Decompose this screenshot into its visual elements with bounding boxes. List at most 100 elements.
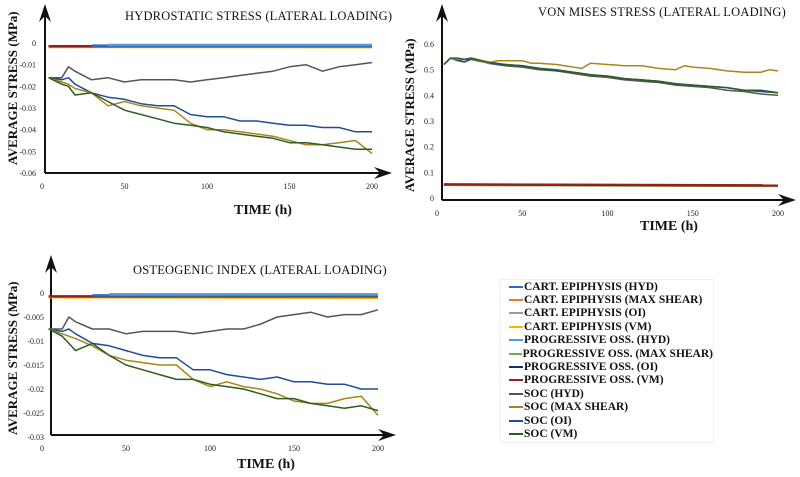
x-tick-label: 100: [204, 444, 216, 453]
series-line-soc-vm: [443, 57, 779, 94]
x-axis-arrow-icon: [778, 194, 796, 206]
y-tick-label: -0.01: [19, 61, 36, 70]
chart-hydrostatic: 0 50 100 150 200 0 -0.01 -0.02 -0.03 -0.04 -0.05 -0…: [19, 4, 392, 191]
legend-label: SOC (OI): [524, 414, 572, 427]
y-tick-label: 0: [430, 194, 434, 203]
legend-label: PROGRESSIVE OSS. (OI): [524, 361, 658, 374]
y-axis-arrow-icon: [39, 4, 51, 22]
y-tick-label: -0.03: [19, 104, 36, 113]
legend-item: SOC (HYD): [509, 387, 713, 400]
y-tick-label: -0.06: [19, 169, 36, 178]
legend-label: PROGRESSIVE OSS. (HYD): [524, 334, 671, 347]
legend-item: SOC (OI): [509, 414, 713, 427]
x-tick-label: 200: [372, 444, 384, 453]
legend-label: SOC (HYD): [524, 387, 584, 400]
chart-title-von-mises: VON MISES STRESS (LATERAL LOADING): [538, 5, 787, 19]
series-line-soc-max-shear: [48, 76, 373, 155]
legend-label: CART. EPIPHYSIS (OI): [524, 307, 646, 320]
x-tick-label: 0: [40, 182, 44, 191]
legend-swatch: [509, 339, 523, 342]
legend-label: SOC (VM): [524, 427, 578, 440]
legend-item: SOC (VM): [509, 427, 713, 440]
y-tick-label: 0.2: [424, 143, 434, 152]
x-axis-arrow-icon: [378, 429, 396, 441]
series-line-soc-hyd: [443, 57, 779, 97]
legend-swatch: [509, 419, 523, 422]
y-axis-arrow-icon: [45, 255, 57, 273]
legend-swatch: [509, 352, 522, 355]
x-tick-label: 0: [435, 209, 439, 218]
y-tick-label: -0.02: [19, 82, 36, 91]
chart-title-hydrostatic: HYDROSTATIC STRESS (LATERAL LOADING): [125, 9, 393, 23]
series-line-soc-max-shear: [48, 328, 379, 416]
x-tick-label: 100: [602, 209, 614, 218]
y-axis-label-von-mises: AVERAGE STRESS (MPa): [402, 38, 417, 192]
legend-swatch: [509, 406, 523, 409]
series-line-soc-oi: [48, 76, 372, 133]
x-tick-label: 150: [284, 182, 296, 191]
legend-label: SOC (MAX SHEAR): [524, 401, 629, 414]
series-line-soc-hyd: [48, 61, 373, 83]
y-tick-label: -0.04: [19, 126, 36, 135]
legend-item: SOC (MAX SHEAR): [509, 401, 713, 414]
y-tick-label: -0.02: [27, 385, 44, 394]
legend-swatch: [509, 366, 523, 369]
chart-osteogenic: 0 50 100 150 200 0 -0.005 -0.01 -0.015 -0.02 -0.02…: [23, 255, 396, 453]
legend-label: CART. EPIPHYSIS (HYD): [524, 280, 658, 293]
x-tick-label: 100: [201, 182, 213, 191]
legend-item: PROGRESSIVE OSS. (MAX SHEAR): [509, 347, 713, 360]
x-tick-label: 200: [366, 182, 378, 191]
y-axis-label-hydrostatic: AVERAGE STRESS (MPa): [5, 11, 20, 165]
legend-swatch: [509, 325, 523, 328]
y-tick-label: 0: [32, 39, 36, 48]
y-tick-label: 0.4: [424, 91, 434, 100]
x-tick-label: 200: [772, 209, 784, 218]
chart-von-mises: 0 50 100 150 200 0 0.1 0.2 0.3 0.4 0.5 0.6: [424, 4, 796, 218]
y-tick-label: -0.05: [19, 147, 36, 156]
series-line-progressive-oss-vm: [443, 183, 779, 187]
legend-item: PROGRESSIVE OSS. (VM): [509, 374, 713, 387]
legend-label: CART. EPIPHYSIS (MAX SHEAR): [524, 294, 703, 307]
legend-label: CART. EPIPHYSIS (VM): [524, 320, 652, 333]
legend-item: CART. EPIPHYSIS (OI): [509, 307, 713, 320]
series-line-soc-hyd: [48, 309, 379, 335]
x-axis-label-von-mises: TIME (h): [640, 219, 698, 234]
legend-item: CART. EPIPHYSIS (HYD): [509, 280, 713, 293]
y-tick-label: 0.5: [424, 66, 434, 75]
y-tick-label: -0.005: [23, 313, 44, 322]
series-line-soc-oi: [48, 328, 378, 390]
y-tick-label: -0.01: [27, 337, 44, 346]
series-line-soc-max-shear: [443, 57, 779, 73]
legend-item: PROGRESSIVE OSS. (OI): [509, 360, 713, 373]
x-tick-label: 150: [687, 209, 699, 218]
legend-swatch: [509, 379, 523, 382]
y-tick-label: 0.3: [424, 117, 434, 126]
y-tick-label: -0.025: [23, 409, 44, 418]
legend-swatch: [509, 299, 523, 302]
y-tick-label: 0.6: [424, 40, 434, 49]
y-tick-label: 0: [40, 289, 44, 298]
legend-label: PROGRESSIVE OSS. (MAX SHEAR): [522, 347, 713, 360]
legend-swatch: [509, 392, 523, 395]
y-tick-label: -0.015: [23, 361, 44, 370]
y-tick-label: -0.03: [27, 433, 44, 442]
legend-label: PROGRESSIVE OSS. (VM): [524, 374, 664, 387]
legend-swatch: [509, 285, 523, 288]
x-tick-label: 150: [288, 444, 300, 453]
x-tick-label: 50: [518, 209, 526, 218]
legend-item: PROGRESSIVE OSS. (HYD): [509, 334, 713, 347]
x-axis-label-hydrostatic: TIME (h): [234, 203, 292, 218]
legend-swatch: [509, 432, 523, 435]
x-tick-label: 0: [40, 444, 44, 453]
series-line-soc-vm: [48, 77, 372, 150]
x-tick-label: 50: [121, 182, 129, 191]
x-tick-label: 50: [122, 444, 130, 453]
x-axis-arrow-icon: [374, 167, 392, 179]
legend-swatch: [509, 312, 523, 315]
y-axis-label-osteogenic: AVERAGE STRESS (MPa): [5, 281, 20, 435]
y-tick-label: 0.1: [424, 168, 434, 177]
series-line-soc-vm: [48, 328, 379, 412]
x-axis-label-osteogenic: TIME (h): [237, 457, 295, 472]
legend: CART. EPIPHYSIS (HYD) CART. EPIPHYSIS (MA…: [500, 279, 714, 443]
